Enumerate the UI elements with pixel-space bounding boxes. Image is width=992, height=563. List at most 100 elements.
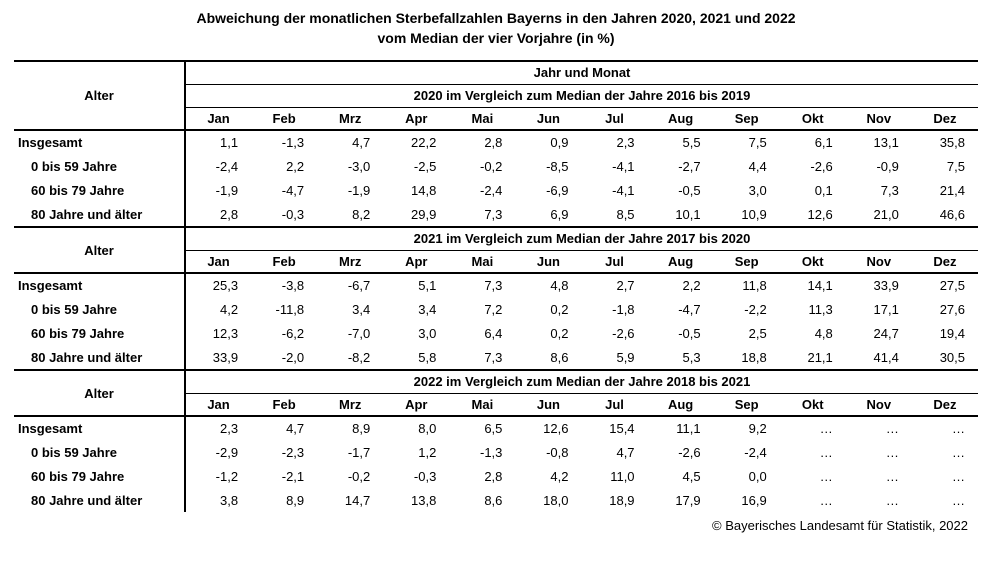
value-cell: 2,3 xyxy=(220,421,239,436)
value-cell: -1,2 xyxy=(215,468,239,484)
value-cell: -4,7 xyxy=(678,301,701,317)
value-cell: 8,9 xyxy=(352,421,371,436)
month-header: Sep xyxy=(713,107,780,131)
value-cell: 2,8 xyxy=(484,468,503,484)
value-cell: -8,5 xyxy=(546,158,569,174)
value-cell: 6,5 xyxy=(484,421,503,436)
value-cell: 4,7 xyxy=(616,444,635,460)
value-cell: 29,9 xyxy=(411,206,437,222)
value-cell: -0,5 xyxy=(678,325,701,341)
value-cell: 13,1 xyxy=(873,135,899,150)
month-header: Mrz xyxy=(317,107,384,131)
value-cell: 8,6 xyxy=(550,349,569,365)
value-cell: 15,4 xyxy=(609,421,635,436)
value-cell: 10,1 xyxy=(675,206,701,222)
age-group-label: Insgesamt xyxy=(14,416,186,440)
value-cell: -2,5 xyxy=(413,158,437,174)
value-cell: 18,0 xyxy=(543,492,569,508)
value-cell: -0,3 xyxy=(281,206,305,222)
month-header: Mrz xyxy=(317,250,384,274)
value-cell: 19,4 xyxy=(939,325,965,341)
month-header: Dez xyxy=(911,107,978,131)
value-cell: 0,2 xyxy=(550,301,569,317)
month-header: Mai xyxy=(449,393,516,417)
table-row: 60 bis 79 Jahre -1,2 -2,1 -0,2 -0,3 2,8 4,2 11,… xyxy=(14,464,978,488)
value-cell: 7,3 xyxy=(880,182,899,198)
value-cell: 22,2 xyxy=(411,135,437,150)
value-cell: … xyxy=(885,492,899,508)
value-cell: -2,2 xyxy=(744,301,767,317)
month-header: Aug xyxy=(647,107,714,131)
value-cell: 12,3 xyxy=(212,325,239,341)
table-row: Insgesamt 2,3 4,7 8,9 8,0 6,5 12,6 15,4 11,1 9,2 …… xyxy=(14,416,978,440)
value-cell: 9,2 xyxy=(748,421,767,436)
month-header: Jul xyxy=(581,393,648,417)
month-header: Jan xyxy=(185,107,252,131)
value-cell: 4,4 xyxy=(748,158,767,174)
age-group-label: 0 bis 59 Jahre xyxy=(14,154,186,178)
value-cell: -2,4 xyxy=(479,182,503,198)
value-cell: 11,8 xyxy=(742,278,767,293)
value-cell: 2,8 xyxy=(220,206,239,222)
month-header: Jan xyxy=(185,250,252,274)
value-cell: 17,9 xyxy=(675,492,701,508)
table-row: 80 Jahre und älter 3,8 8,9 14,7 13,8 8,6 18,0 1… xyxy=(14,488,978,512)
value-cell: 11,0 xyxy=(610,468,635,484)
age-group-label: 0 bis 59 Jahre xyxy=(14,297,186,321)
month-header: Mai xyxy=(449,107,516,131)
value-cell: 3,0 xyxy=(748,182,767,198)
value-cell: … xyxy=(885,421,899,436)
value-cell: 5,5 xyxy=(682,135,701,150)
age-group-label: 80 Jahre und älter xyxy=(14,202,186,226)
value-cell: -0,3 xyxy=(413,468,437,484)
year-comparison-header-2022: 2022 im Vergleich zum Median der Jahre 2… xyxy=(185,370,978,394)
month-header: Mai xyxy=(449,250,516,274)
month-header: Mrz xyxy=(317,393,384,417)
month-header: Jun xyxy=(515,107,582,131)
value-cell: … xyxy=(952,492,965,508)
value-cell: -0,2 xyxy=(479,158,503,174)
value-cell: … xyxy=(952,468,965,484)
value-cell: 21,0 xyxy=(873,206,899,222)
month-header: Jun xyxy=(515,250,582,274)
value-cell: 2,5 xyxy=(748,325,767,341)
value-cell: 8,0 xyxy=(418,421,437,436)
value-cell: … xyxy=(952,444,965,460)
alter-header: Alter xyxy=(14,61,186,131)
value-cell: 35,8 xyxy=(939,135,965,150)
age-group-label: 0 bis 59 Jahre xyxy=(14,440,186,464)
value-cell: 4,2 xyxy=(220,301,239,317)
value-cell: 4,7 xyxy=(352,135,371,150)
table-row: 80 Jahre und älter 2,8 -0,3 8,2 29,9 7,3 6,9 8,… xyxy=(14,202,978,226)
table-row: 60 bis 79 Jahre 12,3 -6,2 -7,0 3,0 6,4 0,2 -2,6… xyxy=(14,321,978,345)
year-comparison-header-2020: 2020 im Vergleich zum Median der Jahre 2… xyxy=(185,84,978,108)
value-cell: 33,9 xyxy=(873,278,899,293)
value-cell: 25,3 xyxy=(212,278,239,293)
alter-header: Alter xyxy=(14,227,186,274)
value-cell: 33,9 xyxy=(212,349,239,365)
month-header: Jul xyxy=(581,107,648,131)
month-header: Nov xyxy=(845,250,912,274)
value-cell: 0,9 xyxy=(550,135,569,150)
month-header: Feb xyxy=(251,393,318,417)
value-cell: -6,9 xyxy=(546,182,569,198)
value-cell: -2,0 xyxy=(281,349,305,365)
value-cell: 41,4 xyxy=(873,349,899,365)
page-title-line2: vom Median der vier Vorjahre (in %) xyxy=(377,30,615,46)
month-header: Nov xyxy=(845,393,912,417)
value-cell: 6,1 xyxy=(814,135,833,150)
value-cell: -11,8 xyxy=(275,301,305,317)
value-cell: 4,8 xyxy=(814,325,833,341)
month-header: Dez xyxy=(911,393,978,417)
value-cell: 5,3 xyxy=(682,349,701,365)
table-row: Insgesamt 1,1 -1,3 4,7 22,2 2,8 0,9 2,3 5,5 7,5 6,… xyxy=(14,130,978,154)
month-header: Feb xyxy=(251,250,318,274)
year-table-2021: Alter 2021 im Vergleich zum Median der Ja… xyxy=(14,226,978,369)
value-cell: 7,3 xyxy=(484,278,503,293)
value-cell: 17,1 xyxy=(873,301,899,317)
value-cell: 14,7 xyxy=(344,492,371,508)
value-cell: … xyxy=(819,468,833,484)
month-header: Jan xyxy=(185,393,252,417)
value-cell: 0,2 xyxy=(550,325,569,341)
